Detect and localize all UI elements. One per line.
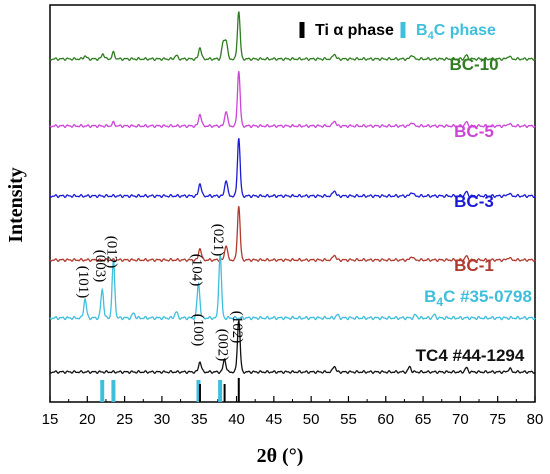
- x-tick-label: 45: [266, 411, 283, 428]
- peak-label-ti: (100): [190, 314, 206, 347]
- plot-area: 15 20 25 30 35 40 45 50 55 60 65 70 75 80 BC-10 BC-5 BC-…: [42, 4, 544, 428]
- x-tick-label: 30: [154, 411, 171, 428]
- series-line-2: [49, 138, 536, 199]
- y-axis-title: Intensity: [5, 167, 27, 243]
- series-label-4: B4C #35-0798: [424, 287, 532, 309]
- series-line-1: [49, 71, 536, 129]
- peak-label-b4c: (104): [188, 254, 204, 287]
- x-tick-label: 70: [452, 411, 469, 428]
- x-tick-label: 80: [527, 411, 544, 428]
- series-label-0: BC-10: [449, 55, 498, 74]
- series-label-2: BC-3: [454, 192, 494, 211]
- series-line-0: [49, 11, 536, 62]
- peak-label-ti: (002): [215, 329, 231, 362]
- peak-label-b4c: (003): [92, 250, 108, 283]
- legend-label-ti: Ti α phase: [315, 22, 394, 39]
- series-label-3: BC-1: [454, 256, 494, 275]
- x-tick-label: 55: [340, 411, 357, 428]
- x-tick-label: 25: [116, 411, 133, 428]
- x-tick-label: 35: [191, 411, 208, 428]
- x-tick-label: 65: [415, 411, 432, 428]
- peak-label-b4c: (021): [210, 224, 226, 257]
- x-tick-label: 40: [228, 411, 245, 428]
- series-label-5: TC4 #44-1294: [416, 346, 525, 365]
- peak-label-b4c: (012): [103, 236, 119, 269]
- peak-label-b4c: (101): [75, 266, 91, 299]
- series-line-4: [49, 255, 536, 321]
- series-line-5: [49, 320, 536, 375]
- x-tick-label: 15: [42, 411, 59, 428]
- series-label-1: BC-5: [454, 122, 494, 141]
- x-tick-label: 50: [303, 411, 320, 428]
- x-tick-label: 60: [377, 411, 394, 428]
- series-line-3: [49, 206, 536, 263]
- x-axis-title: 2θ (°): [257, 445, 304, 467]
- x-tick-label: 20: [79, 411, 96, 428]
- legend-label-b4c: B4C phase: [416, 22, 496, 42]
- x-tick-label: 75: [489, 411, 506, 428]
- peak-label-ti: (102): [229, 311, 245, 344]
- legend: Ti α phase B4C phase: [299, 22, 496, 42]
